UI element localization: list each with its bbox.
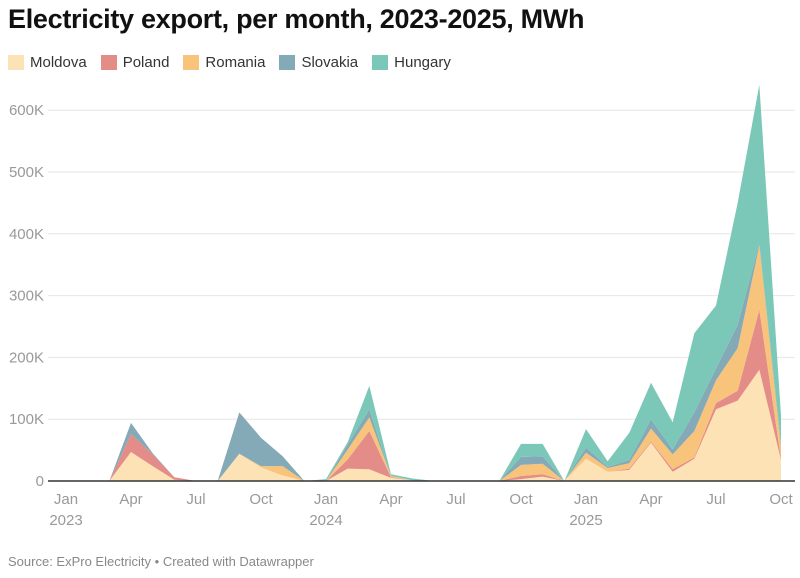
y-tick-label: 500K [9, 164, 44, 181]
x-tick-label: Jul [446, 491, 465, 508]
x-tick-label: Apr [639, 491, 662, 508]
x-tick-label: Oct [769, 491, 793, 508]
area-hungary [66, 84, 781, 481]
y-tick-label: 400K [9, 226, 44, 243]
legend-swatch [100, 55, 117, 70]
legend-swatch [372, 55, 389, 70]
x-tick-label: Apr [119, 491, 142, 508]
legend-swatch [279, 55, 296, 70]
y-tick-label: 0 [36, 473, 44, 490]
legend: Moldova Poland Romania Slovakia Hungary [8, 54, 451, 71]
x-tick-label: Jul [706, 491, 725, 508]
x-tick-label: Jan [314, 491, 338, 508]
legend-swatch [8, 55, 24, 70]
source-note: Source: ExPro Electricity • Created with… [8, 554, 314, 569]
y-tick-label: 200K [9, 349, 44, 366]
x-tick-label: Jan [574, 491, 598, 508]
area-slovakia [66, 243, 781, 481]
x-tick-label: Oct [509, 491, 533, 508]
legend-swatch [183, 55, 200, 70]
x-tick-label: Jan [54, 491, 78, 508]
legend-label: Poland [122, 54, 170, 71]
x-tick-year: 2024 [309, 512, 342, 529]
y-tick-label: 600K [9, 102, 44, 119]
legend-item-hungary: Hungary [372, 54, 451, 71]
legend-label: Hungary [394, 54, 451, 71]
area-moldova [66, 369, 781, 481]
legend-label: Moldova [30, 54, 87, 71]
x-tick-label: Oct [249, 491, 273, 508]
legend-label: Romania [205, 54, 266, 71]
legend-item-slovakia: Slovakia [279, 54, 358, 71]
legend-item-poland: Poland [100, 54, 170, 71]
y-tick-label: 300K [9, 288, 44, 305]
y-tick-label: 100K [9, 411, 44, 428]
legend-item-moldova: Moldova [8, 54, 87, 71]
legend-label: Slovakia [301, 54, 359, 71]
x-tick-year: 2023 [49, 512, 82, 529]
x-tick-label: Apr [379, 491, 402, 508]
x-tick-year: 2025 [569, 512, 602, 529]
legend-item-romania: Romania [183, 54, 265, 71]
chart-title: Electricity export, per month, 2023-2025… [8, 4, 585, 34]
x-tick-label: Jul [186, 491, 205, 508]
